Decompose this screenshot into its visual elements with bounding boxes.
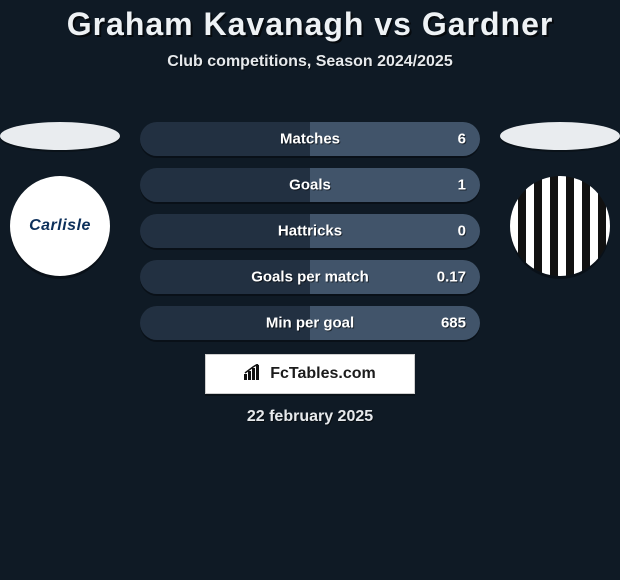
left-team-crest-label: Carlisle [29,217,91,235]
right-team-crest [510,176,610,276]
stat-row: Hattricks 0 [140,214,480,248]
stat-label: Goals per match [251,269,369,286]
stat-label: Goals [289,177,331,194]
stat-value-right: 685 [441,315,466,332]
stat-row: Goals per match 0.17 [140,260,480,294]
page-subtitle: Club competitions, Season 2024/2025 [0,53,620,71]
left-team-crest: Carlisle [10,176,110,276]
right-player-column [500,122,620,276]
branding-text: FcTables.com [270,365,376,383]
chart-icon [244,364,264,385]
stat-value-right: 6 [458,131,466,148]
stat-row: Min per goal 685 [140,306,480,340]
page-title: Graham Kavanagh vs Gardner [0,0,620,43]
right-player-silhouette [500,122,620,150]
stat-row: Matches 6 [140,122,480,156]
stat-label: Hattricks [278,223,342,240]
stat-row: Goals 1 [140,168,480,202]
stat-value-right: 0 [458,223,466,240]
stat-value-right: 1 [458,177,466,194]
stats-panel: Matches 6 Goals 1 Hattricks 0 Goals per match 0… [140,122,480,352]
stat-value-right: 0.17 [437,269,466,286]
left-player-silhouette [0,122,120,150]
stat-label: Matches [280,131,340,148]
date-text: 22 february 2025 [247,408,373,426]
stat-label: Min per goal [266,315,354,332]
left-player-column: Carlisle [0,122,120,276]
branding-box[interactable]: FcTables.com [205,354,415,394]
